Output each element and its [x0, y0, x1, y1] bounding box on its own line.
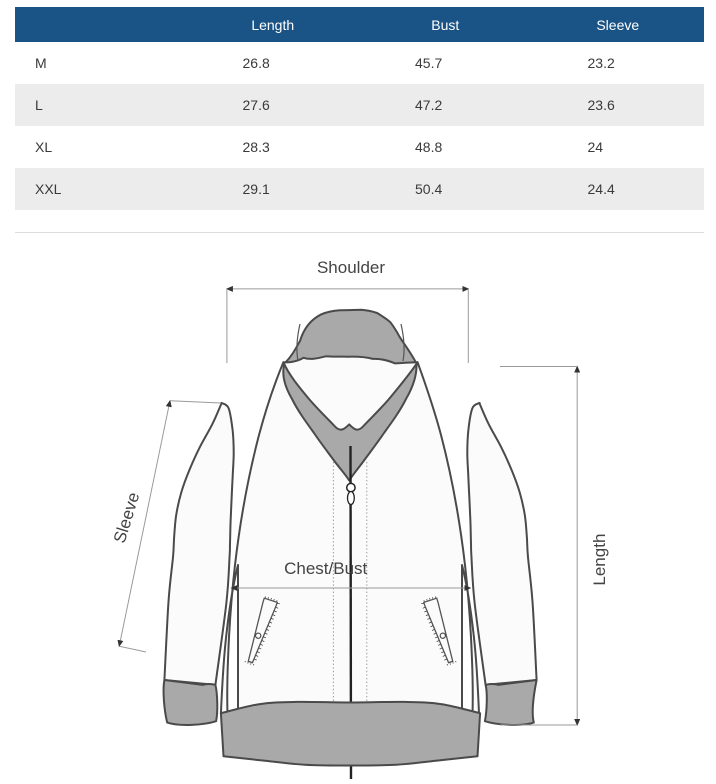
svg-text:Chest/Bust: Chest/Bust [284, 559, 367, 578]
svg-text:Length: Length [590, 534, 609, 586]
svg-text:Shoulder: Shoulder [317, 258, 385, 277]
svg-text:Sleeve: Sleeve [110, 490, 143, 545]
